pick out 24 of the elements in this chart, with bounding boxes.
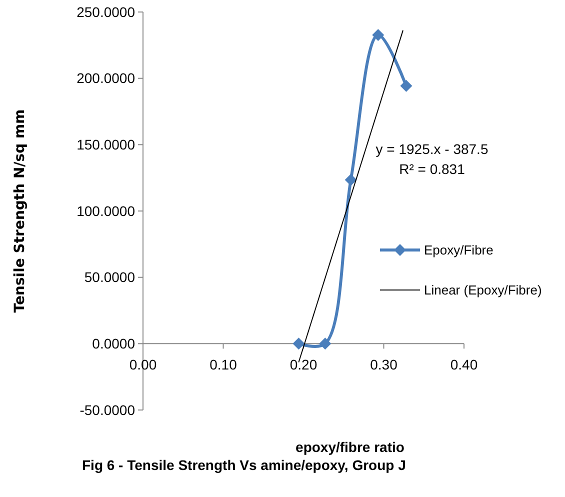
y-tick-label: -50.0000 (80, 402, 136, 418)
y-tick-label: 150.0000 (76, 136, 136, 153)
y-tick-label: 50.0000 (84, 269, 136, 286)
y-tick-label: 250.0000 (76, 4, 136, 20)
point (344, 174, 357, 186)
text: Fig 6 - Tensile Strength Vs amine/epoxy, Group J (82, 457, 406, 473)
y-tick-label: 200.0000 (76, 70, 136, 86)
y-tick-label: 100.0000 (76, 202, 136, 219)
x-tick-label: 0.40 (450, 356, 478, 373)
annotation: R² = 0.831 (399, 161, 466, 177)
point (400, 80, 412, 92)
annotation: y = 1925.x - 387.5 (376, 141, 488, 157)
x-tick-label: 0.10 (210, 356, 238, 373)
point (292, 338, 305, 350)
point (372, 28, 384, 41)
x-tick-label: 0.20 (290, 356, 318, 373)
x-axis-title: epoxy/fibre ratio (296, 439, 404, 455)
y-tick-label: 0.0000 (92, 336, 136, 352)
x-tick-label: 0.00 (129, 356, 157, 373)
legend-label: Epoxy/Fibre (424, 242, 494, 258)
legend-label: Linear (Epoxy/Fibre) (424, 282, 542, 298)
x-tick-label: 0.30 (370, 356, 398, 373)
y-axis-title: Tensile Strength N/sq mm (12, 109, 28, 313)
point (319, 338, 332, 350)
